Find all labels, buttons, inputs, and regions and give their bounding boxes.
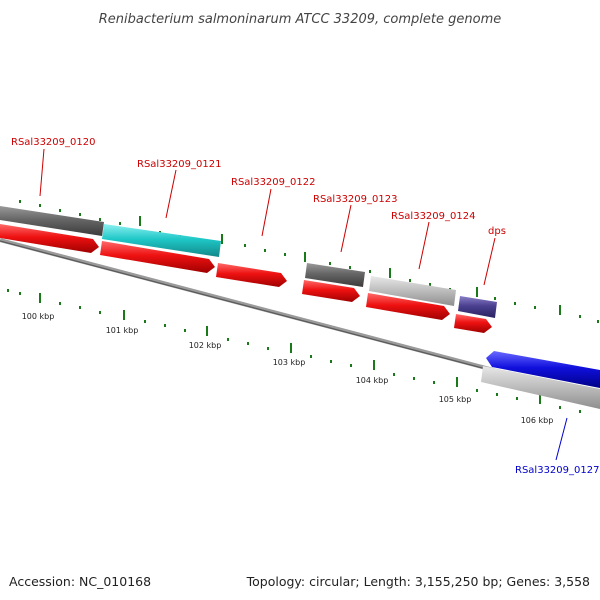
- gene-arrow-red-rsal0120[interactable]: [0, 224, 99, 253]
- gene-arrow-red-dps[interactable]: [454, 314, 492, 333]
- gene-arrow-blue-rsal0127[interactable]: [486, 351, 600, 388]
- gene-bar-light-gray-rsal0124[interactable]: [369, 276, 456, 306]
- genome-summary-text: Topology: circular; Length: 3,155,250 bp…: [246, 574, 590, 589]
- scale-label-100kbp: 100 kbp: [22, 312, 55, 321]
- gene-label-rsal0120[interactable]: RSal33209_0120: [11, 137, 95, 148]
- scale-label-106kbp: 106 kbp: [521, 416, 554, 425]
- gene-label-rsal0122[interactable]: RSal33209_0122: [231, 177, 315, 188]
- gene-arrow-red-rsal0124[interactable]: [366, 293, 450, 320]
- gene-bar-cyan-rsal0121[interactable]: [102, 224, 221, 257]
- inner-tick-track: [7, 289, 581, 413]
- scale-label-105kbp: 105 kbp: [439, 395, 472, 404]
- gene-label-dps[interactable]: dps: [488, 226, 506, 237]
- scale-label-102kbp: 102 kbp: [189, 341, 222, 350]
- gene-bar-dark-gray-left[interactable]: [0, 206, 104, 236]
- scale-label-101kbp: 101 kbp: [106, 326, 139, 335]
- label-leader-lines: [39, 148, 496, 286]
- gene-label-rsal0121[interactable]: RSal33209_0121: [137, 159, 221, 170]
- gene-arrow-red-rsal0121[interactable]: [100, 241, 215, 273]
- gene-arrow-red-rsal0122[interactable]: [216, 263, 287, 287]
- gene-label-rsal0124[interactable]: RSal33209_0124: [391, 211, 475, 222]
- accession-text: Accession: NC_010168: [9, 574, 151, 589]
- page-title: Renibacterium salmoninarum ATCC 33209, c…: [99, 12, 502, 27]
- gene-bar-dark-gray-rsal0123[interactable]: [305, 263, 365, 287]
- gene-label-rsal0127[interactable]: RSal33209_0127: [515, 465, 599, 476]
- gene-bar-slate-dps[interactable]: [458, 296, 497, 318]
- gene-label-rsal0123[interactable]: RSal33209_0123: [313, 194, 397, 205]
- scale-label-103kbp: 103 kbp: [273, 358, 306, 367]
- gene-arrow-red-rsal0123[interactable]: [302, 280, 360, 302]
- outer-tick-track: [19, 200, 599, 323]
- scale-label-104kbp: 104 kbp: [356, 376, 389, 385]
- gene-bar-light-gray-lower[interactable]: [481, 366, 600, 409]
- label-leader-blue: [555, 417, 568, 461]
